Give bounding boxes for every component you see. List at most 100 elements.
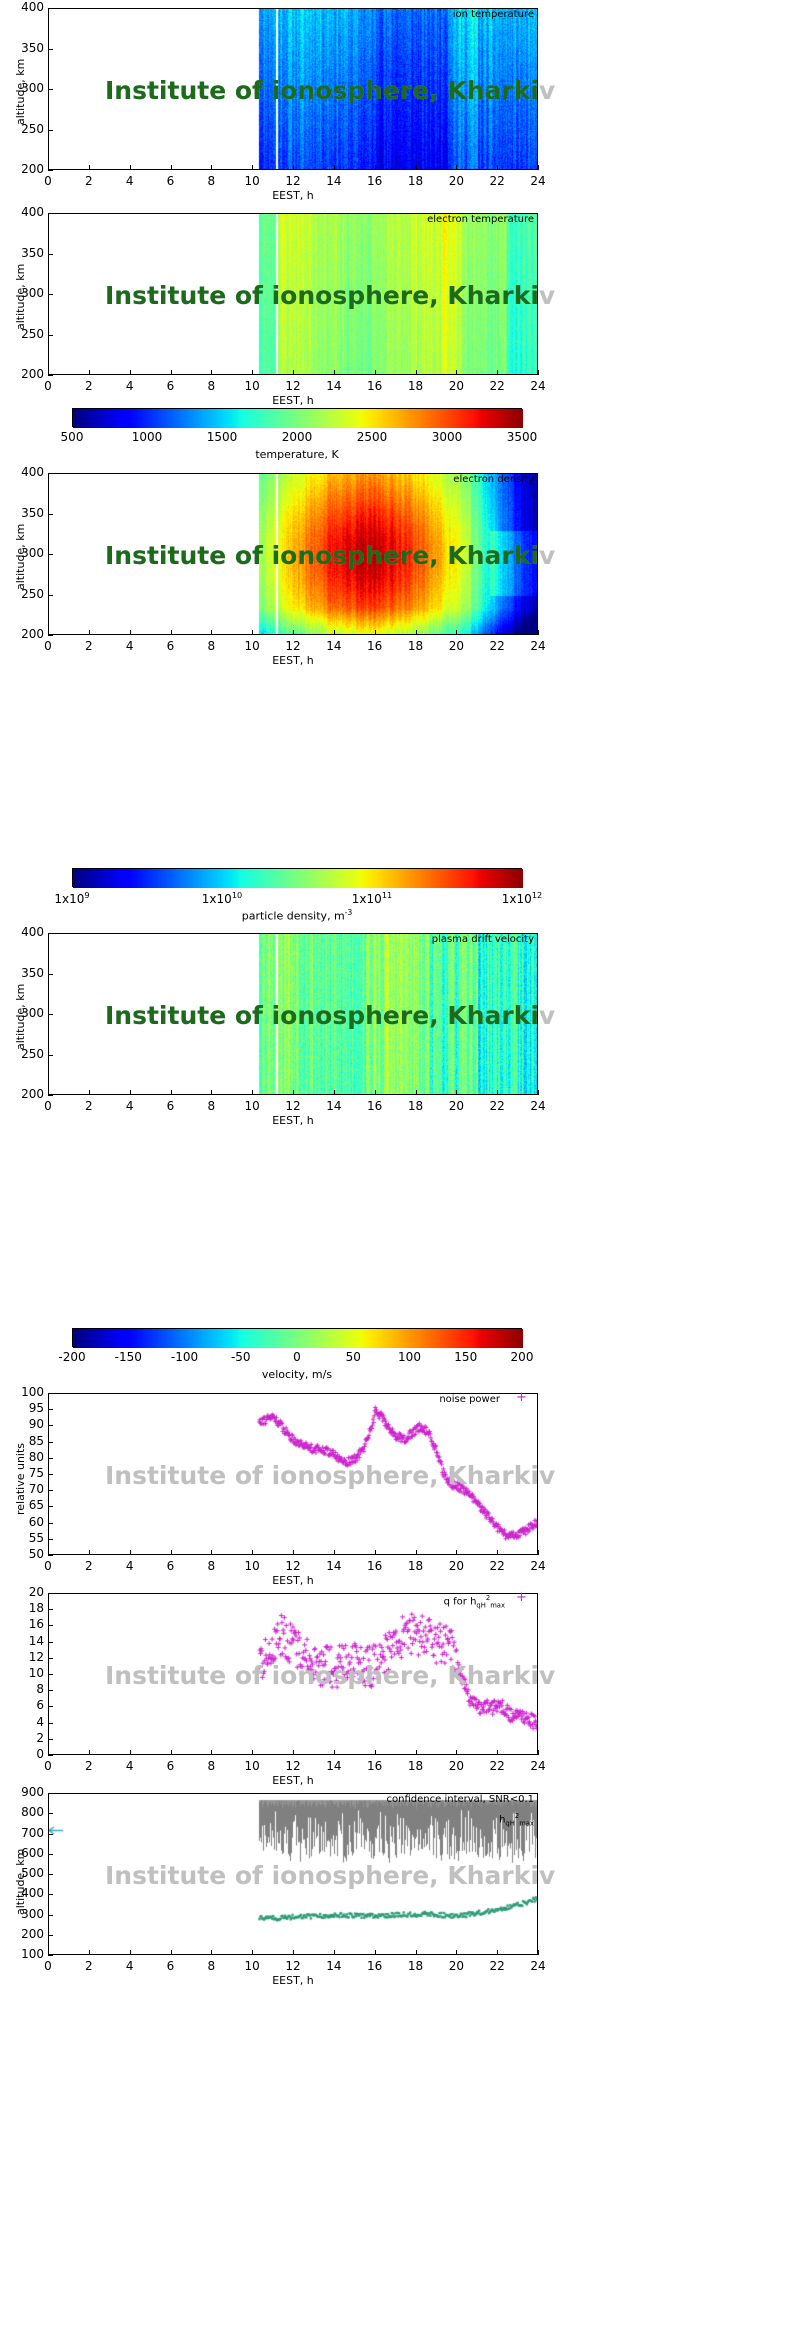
y-tick-mark-p5-5: [48, 1474, 53, 1475]
x-tick-mark-p1-2: [130, 165, 131, 170]
x-tick-mark-p5-1: [89, 1550, 90, 1555]
x-tick-label-p2-12: 24: [530, 379, 546, 393]
y-tick-mark-p4-1: [48, 1055, 53, 1056]
x-tick-mark-p4-9: [416, 1090, 417, 1095]
colorbar-particle-density: [72, 868, 523, 888]
x-tick-mark-p5-8: [375, 1550, 376, 1555]
q-title-sub2: max: [490, 1601, 505, 1610]
x-tick-mark-p1-0: [48, 165, 49, 170]
colorbar-velocity-title: velocity, m/s: [261, 1368, 333, 1381]
y-tick-mark-p5-9: [48, 1409, 53, 1410]
plot-area-plasma-drift-velocity: [48, 933, 538, 1095]
x-tick-mark-p2-3: [171, 370, 172, 375]
colorbar-density-tick-3-exp: 12: [531, 890, 543, 900]
x-tick-label-p6-4: 8: [207, 1759, 216, 1773]
x-tick-mark-p3-2: [130, 630, 131, 635]
x-tick-label-p2-7: 14: [326, 379, 342, 393]
y-tick-mark-p6-5: [48, 1674, 53, 1675]
heatmap-electron-temperature: [49, 214, 537, 374]
plot-area-noise-power: [48, 1393, 538, 1555]
x-tick-mark-p2-6: [293, 370, 294, 375]
colorbar-velocity: [72, 1328, 523, 1348]
x-tick-label-p1-7: 14: [326, 174, 342, 188]
x-tick-mark-p2-7: [334, 370, 335, 375]
colorbar-density-tick-2: 1x1011: [342, 890, 402, 906]
x-tick-mark-p2-0: [48, 370, 49, 375]
x-tick-label-p3-10: 20: [448, 639, 464, 653]
y-tick-label-p5-4: 70: [28, 1482, 44, 1497]
colorbar-density-tick-1-mant: 1x10: [201, 892, 232, 906]
y-tick-mark-p3-2: [48, 554, 53, 555]
x-tick-mark-p2-4: [211, 370, 212, 375]
x-tick-label-p6-5: 10: [244, 1759, 260, 1773]
y-tick-mark-p1-1: [48, 130, 53, 131]
plot-area-confidence-interval: [48, 1793, 538, 1955]
y-tick-label-p1-3: 350: [21, 40, 44, 55]
x-tick-label-p4-3: 6: [166, 1099, 175, 1113]
x-tick-mark-p3-8: [375, 630, 376, 635]
colorbar-temperature-tick-5: 3000: [431, 430, 463, 444]
x-tick-label-p5-9: 18: [407, 1559, 424, 1573]
y-tick-label-p2-4: 400: [21, 205, 44, 219]
x-tick-mark-p5-5: [252, 1550, 253, 1555]
x-tick-mark-p3-5: [252, 630, 253, 635]
x-tick-label-p6-3: 6: [166, 1759, 175, 1773]
colorbar-density-tick-2-mant: 1x10: [351, 892, 382, 906]
x-tick-label-p1-9: 18: [407, 174, 424, 188]
panel-title-ion-temperature: ion temperature: [452, 9, 534, 20]
y-tick-mark-p5-3: [48, 1506, 53, 1507]
x-tick-mark-p6-12: [538, 1750, 539, 1755]
y-tick-label-p7-7: 800: [21, 1805, 44, 1820]
y-tick-label-p6-2: 4: [36, 1714, 44, 1729]
cbVel-canvas: [73, 1329, 523, 1348]
x-tick-label-p3-12: 24: [530, 639, 546, 653]
colorbar-velocity-tick-1: -150: [114, 1350, 142, 1364]
x-tick-label-p7-0: 0: [44, 1959, 52, 1973]
x-tick-mark-p7-3: [171, 1950, 172, 1955]
y-tick-label-p7-1: 200: [21, 1926, 44, 1941]
x-tick-label-p5-7: 14: [326, 1559, 342, 1573]
x-tick-label-p2-0: 0: [44, 379, 52, 393]
x-tick-mark-p2-9: [416, 370, 417, 375]
x-tick-mark-p1-5: [252, 165, 253, 170]
x-tick-label-p2-9: 18: [407, 379, 424, 393]
x-tick-mark-p4-11: [497, 1090, 498, 1095]
y-tick-mark-p6-9: [48, 1609, 53, 1610]
x-tick-mark-p2-2: [130, 370, 131, 375]
x-tick-mark-p6-2: [130, 1750, 131, 1755]
colorbar-density-title-exp: -3: [344, 908, 353, 917]
x-tick-label-p4-6: 12: [285, 1099, 301, 1113]
panel-title-noise-power: noise power: [439, 1394, 500, 1405]
x-tick-mark-p1-4: [211, 165, 212, 170]
x-tick-mark-p4-8: [375, 1090, 376, 1095]
x-tick-mark-p4-2: [130, 1090, 131, 1095]
x-tick-label-p7-3: 6: [166, 1959, 175, 1973]
y-tick-label-p2-2: 300: [21, 286, 44, 300]
x-tick-label-p1-3: 6: [166, 174, 175, 188]
x-tick-mark-p4-6: [293, 1090, 294, 1095]
x-tick-label-p1-2: 4: [125, 174, 134, 188]
x-tick-label-p3-1: 2: [85, 639, 93, 653]
x-tick-label-p2-1: 2: [85, 379, 93, 393]
panel-title-confidence-interval: confidence interval, SNR<0.1: [386, 1794, 534, 1805]
x-tick-mark-p1-7: [334, 165, 335, 170]
y-tick-mark-p6-4: [48, 1690, 53, 1691]
x-tick-label-p1-5: 10: [244, 174, 260, 188]
y-tick-label-p2-1: 250: [21, 326, 44, 341]
x-tick-label-p2-10: 20: [448, 379, 464, 393]
x-tick-label-p1-8: 16: [367, 174, 383, 188]
colorbar-density-tick-2-exp: 11: [381, 890, 393, 900]
colorbar-density-tick-1-exp: 10: [231, 890, 243, 900]
x-tick-label-p7-4: 8: [207, 1959, 216, 1973]
x-tick-label-p6-10: 20: [448, 1759, 464, 1773]
x-tick-label-p3-11: 22: [489, 639, 505, 653]
x-tick-mark-p7-11: [497, 1950, 498, 1955]
colorbar-velocity-tick-4: 0: [293, 1350, 301, 1364]
y-tick-mark-p5-4: [48, 1490, 53, 1491]
y-tick-label-p3-0: 200: [21, 627, 44, 641]
y-tick-mark-p5-2: [48, 1523, 53, 1524]
x-tick-mark-p7-12: [538, 1950, 539, 1955]
x-tick-mark-p2-8: [375, 370, 376, 375]
y-tick-label-p6-4: 8: [36, 1682, 44, 1697]
x-tick-mark-p6-4: [211, 1750, 212, 1755]
